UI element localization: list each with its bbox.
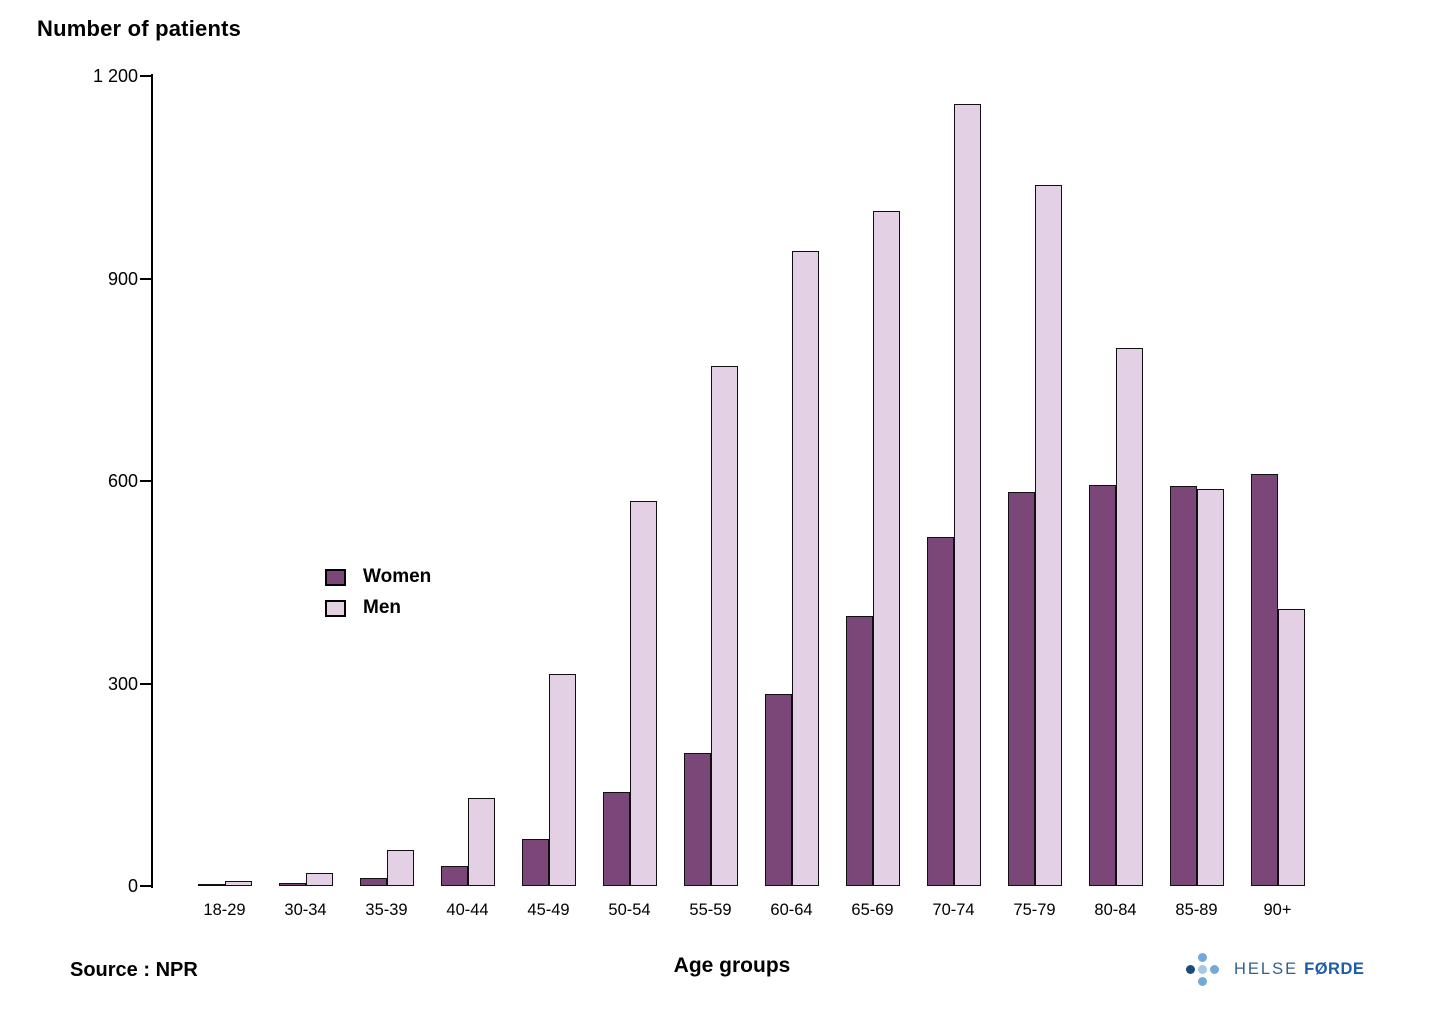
legend-label-women: Women [363, 566, 432, 587]
bar-men-30-34 [305, 873, 333, 886]
bar-group-65-69 [832, 76, 913, 886]
bar-group-18-29 [184, 76, 265, 886]
y-tick-label: 600 [107, 471, 138, 491]
bar-women-65-69 [845, 616, 873, 886]
x-axis-label-18-29: 18-29 [203, 901, 246, 919]
bar-group-50-54 [589, 76, 670, 886]
x-axis-label-65-69: 65-69 [851, 901, 894, 919]
y-tick-label: 900 [107, 268, 138, 289]
x-axis-label-80-84: 80-84 [1094, 901, 1137, 919]
source-note: Source : NPR [70, 959, 198, 981]
bar-group-55-59 [670, 76, 751, 886]
legend-swatch-men [325, 599, 346, 617]
logo-dot-top [1198, 953, 1207, 962]
logo-text: HELSE FØRDE [1234, 960, 1364, 979]
logo-dot-bottom [1198, 977, 1207, 986]
bar-group-40-44 [427, 76, 508, 886]
x-axis-label-75-79: 75-79 [1013, 901, 1056, 919]
x-axis-title: Age groups [673, 954, 791, 977]
x-axis-label-40-44: 40-44 [446, 901, 489, 919]
y-tick-mark [140, 885, 151, 887]
legend-row-women: Women [325, 566, 431, 588]
x-axis-label-55-59: 55-59 [689, 901, 732, 919]
x-axis-label-60-64: 60-64 [770, 901, 813, 919]
y-tick-mark [140, 480, 151, 482]
helse-forde-logo: HELSE FØRDE [1186, 949, 1364, 989]
x-axis-label-50-54: 50-54 [608, 901, 651, 919]
x-axis-label-30-34: 30-34 [284, 901, 327, 919]
bar-group-90+ [1237, 76, 1318, 886]
bar-women-55-59 [683, 753, 711, 886]
bar-men-40-44 [467, 798, 495, 886]
chart-title: Number of patients [37, 16, 242, 41]
bar-women-45-49 [521, 839, 549, 886]
bar-group-60-64 [751, 76, 832, 886]
logo-text-forde: FØRDE [1304, 959, 1365, 978]
legend-swatch-women [325, 568, 346, 586]
x-axis-label-90+: 90+ [1263, 901, 1292, 919]
logo-dots-icon [1186, 949, 1220, 989]
bar-men-55-59 [710, 366, 738, 886]
y-tick-mark [140, 682, 151, 685]
bar-men-85-89 [1196, 489, 1224, 886]
bar-women-80-84 [1088, 485, 1116, 886]
bar-men-50-54 [629, 501, 657, 886]
logo-dot-left [1186, 965, 1195, 974]
bar-group-80-84 [1075, 76, 1156, 886]
plot-area [153, 76, 1423, 886]
x-axis-label-35-39: 35-39 [365, 901, 408, 919]
bar-group-75-79 [994, 76, 1075, 886]
x-axis-label-45-49: 45-49 [527, 901, 570, 919]
bar-men-60-64 [791, 251, 819, 886]
logo-dot-center [1198, 965, 1207, 974]
y-tick-mark [140, 75, 151, 77]
logo-text-helse: HELSE [1234, 959, 1299, 978]
legend-label-men: Men [363, 597, 401, 618]
x-axis-label-85-89: 85-89 [1175, 901, 1218, 919]
x-axis-label-70-74: 70-74 [932, 901, 975, 919]
legend-row-men: Men [325, 597, 431, 619]
bar-men-90+ [1277, 609, 1305, 886]
y-axis-line [151, 74, 153, 888]
bar-men-45-49 [548, 674, 576, 886]
bar-men-65-69 [872, 211, 900, 886]
y-tick-label: 300 [107, 673, 138, 694]
legend: Women Men [325, 566, 431, 628]
bar-group-30-34 [265, 76, 346, 886]
bar-group-35-39 [346, 76, 427, 886]
bar-women-75-79 [1007, 492, 1035, 886]
bar-men-70-74 [953, 104, 981, 886]
y-tick-mark [140, 277, 151, 280]
bar-group-45-49 [508, 76, 589, 886]
bar-women-60-64 [764, 694, 792, 886]
bar-women-50-54 [602, 792, 630, 886]
y-tick-label: 1 200 [92, 66, 138, 86]
bar-men-75-79 [1034, 185, 1062, 886]
bar-women-35-39 [359, 878, 387, 886]
bar-men-18-29 [224, 881, 252, 886]
bar-women-30-34 [278, 883, 306, 886]
bar-women-85-89 [1169, 486, 1197, 886]
x-axis-labels: 18-29 30-34 35-39 40-44 45-49 50-54 55-59 60-64… [153, 901, 1423, 920]
y-tick-label: 0 [127, 876, 138, 896]
bar-men-35-39 [386, 850, 414, 886]
bar-group-70-74 [913, 76, 994, 886]
bar-women-18-29 [197, 884, 225, 886]
bar-women-40-44 [440, 866, 468, 886]
logo-dot-right [1210, 965, 1219, 974]
bar-women-70-74 [926, 537, 954, 886]
bar-women-90+ [1250, 474, 1278, 886]
bar-group-85-89 [1156, 76, 1237, 886]
bar-men-80-84 [1115, 348, 1143, 886]
